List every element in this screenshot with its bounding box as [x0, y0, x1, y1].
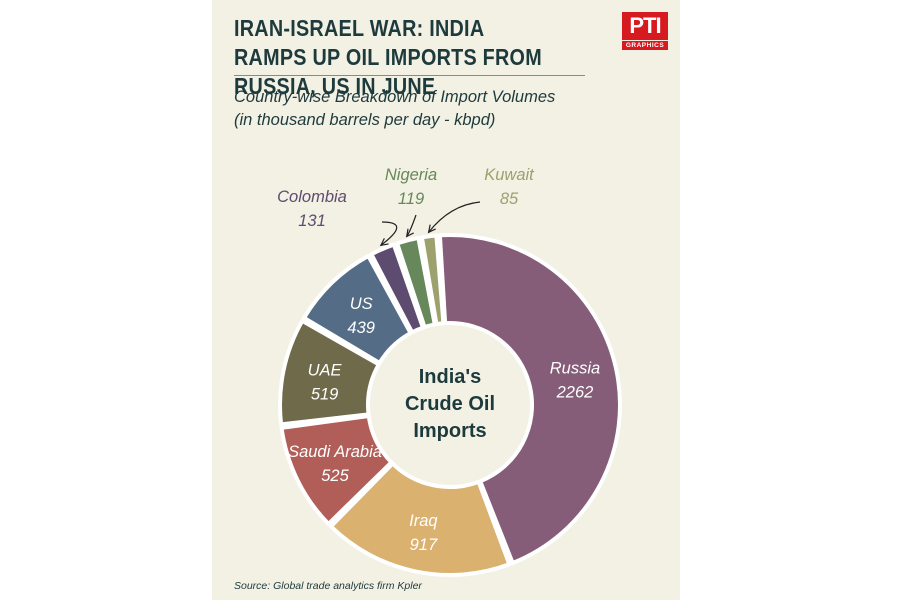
slice-labels: Russia 2262 Iraq 917 Saudi Arabia 525 UAE 519 US…: [277, 166, 600, 554]
infographic-card: IRAN-ISRAEL WAR: INDIA RAMPS UP OIL IMPO…: [212, 0, 680, 600]
center-label: India's Crude Oil Imports: [405, 366, 495, 442]
external-label-nigeria: Nigeria: [385, 166, 437, 184]
slice-label-us: US: [350, 295, 373, 313]
callout-arrows: [379, 201, 481, 247]
slice-value-saudi-arabia: 525: [321, 467, 349, 485]
center-label-line-3: Imports: [413, 420, 486, 442]
slice-value-us: 439: [347, 319, 375, 337]
external-label-colombia: Colombia: [277, 188, 347, 206]
donut-chart: Russia 2262 Iraq 917 Saudi Arabia 525 UAE 519 US…: [277, 166, 622, 577]
source-note: Source: Global trade analytics firm Kple…: [234, 580, 422, 592]
slice-value-uae: 519: [311, 385, 339, 403]
slice-value-russia: 2262: [556, 383, 594, 401]
slice-label-iraq: Iraq: [409, 512, 438, 530]
slice-us: [302, 253, 413, 365]
callout-arrow-nigeria: [406, 214, 417, 237]
callout-arrow-colombia: [380, 221, 398, 246]
slices-group: [278, 233, 622, 577]
arrowhead-colombia: [379, 238, 389, 247]
center-label-line-2: Crude Oil: [405, 393, 495, 415]
slice-label-russia: Russia: [550, 359, 600, 377]
slice-value-iraq: 917: [410, 536, 438, 554]
callout-arrow-kuwait: [428, 201, 481, 233]
slice-label-uae: UAE: [308, 361, 343, 379]
external-label-kuwait: Kuwait: [484, 166, 535, 184]
logo-main-text: PTI: [622, 12, 668, 40]
title-divider: [234, 75, 585, 76]
slice-kuwait: [419, 233, 446, 327]
arrowhead-kuwait: [427, 224, 436, 234]
unit-note: (in thousand barrels per day - kbpd): [234, 111, 496, 129]
slice-uae: [278, 318, 381, 427]
pti-graphics-logo: PTI GRAPHICS: [622, 12, 668, 50]
logo-sub-text: GRAPHICS: [622, 41, 668, 50]
chart-subtitle: Country-wise Breakdown of Import Volumes: [234, 88, 556, 106]
external-value-nigeria: 119: [398, 190, 424, 208]
slice-iraq: [329, 461, 512, 577]
slice-label-saudi-arabia: Saudi Arabia: [288, 443, 382, 461]
slice-russia: [437, 233, 622, 566]
external-value-kuwait: 85: [500, 190, 519, 208]
center-label-line-1: India's: [419, 366, 482, 388]
external-value-colombia: 131: [298, 212, 326, 230]
arrowhead-nigeria: [405, 228, 414, 238]
slice-saudi-arabia: [279, 414, 394, 526]
chart-title: IRAN-ISRAEL WAR: INDIA RAMPS UP OIL IMPO…: [234, 15, 542, 99]
